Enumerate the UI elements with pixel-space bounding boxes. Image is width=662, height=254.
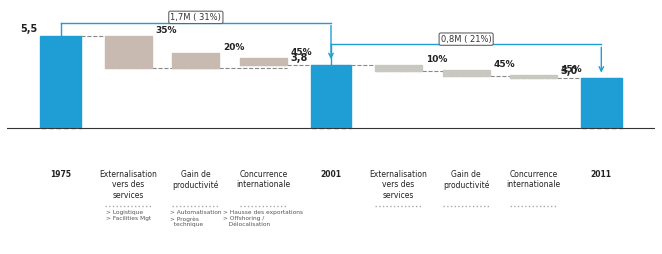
Bar: [310, 65, 352, 128]
Bar: [510, 75, 557, 78]
Bar: [442, 70, 490, 76]
Text: 3,0: 3,0: [561, 66, 578, 76]
Text: Gain de
productivité: Gain de productivité: [443, 170, 489, 190]
Text: 45%: 45%: [561, 65, 583, 74]
Bar: [40, 36, 81, 128]
Text: Externalisation
vers des
services: Externalisation vers des services: [369, 170, 428, 200]
Text: 5,5: 5,5: [20, 24, 37, 35]
Text: 1975: 1975: [50, 170, 71, 179]
Bar: [172, 53, 220, 68]
Text: 35%: 35%: [156, 26, 177, 35]
Text: 2001: 2001: [320, 170, 342, 179]
Text: Concurrence
internationale: Concurrence internationale: [506, 170, 561, 189]
Text: > Hausse des exportations
> Offshoring /
   Délocalisation: > Hausse des exportations > Offshoring /…: [223, 210, 303, 227]
Text: 2011: 2011: [591, 170, 612, 179]
Text: 45%: 45%: [493, 60, 515, 69]
Bar: [581, 78, 622, 128]
Text: Concurrence
internationale: Concurrence internationale: [236, 170, 291, 189]
Bar: [240, 58, 287, 65]
Text: 20%: 20%: [223, 43, 244, 52]
Text: 3,8: 3,8: [290, 53, 307, 63]
Text: > Logistique
> Facilities Mgt: > Logistique > Facilities Mgt: [106, 210, 151, 221]
Bar: [375, 65, 422, 71]
Text: 0,8M ( 21%): 0,8M ( 21%): [441, 35, 491, 44]
Text: 10%: 10%: [426, 55, 447, 64]
Bar: [105, 36, 152, 68]
Text: > Automatisation
> Progrès
  technique: > Automatisation > Progrès technique: [170, 210, 222, 227]
Text: Externalisation
vers des
services: Externalisation vers des services: [99, 170, 157, 200]
Text: 1,7M ( 31%): 1,7M ( 31%): [170, 13, 221, 22]
Text: 45%: 45%: [291, 48, 312, 57]
Text: Gain de
productivité: Gain de productivité: [173, 170, 219, 190]
